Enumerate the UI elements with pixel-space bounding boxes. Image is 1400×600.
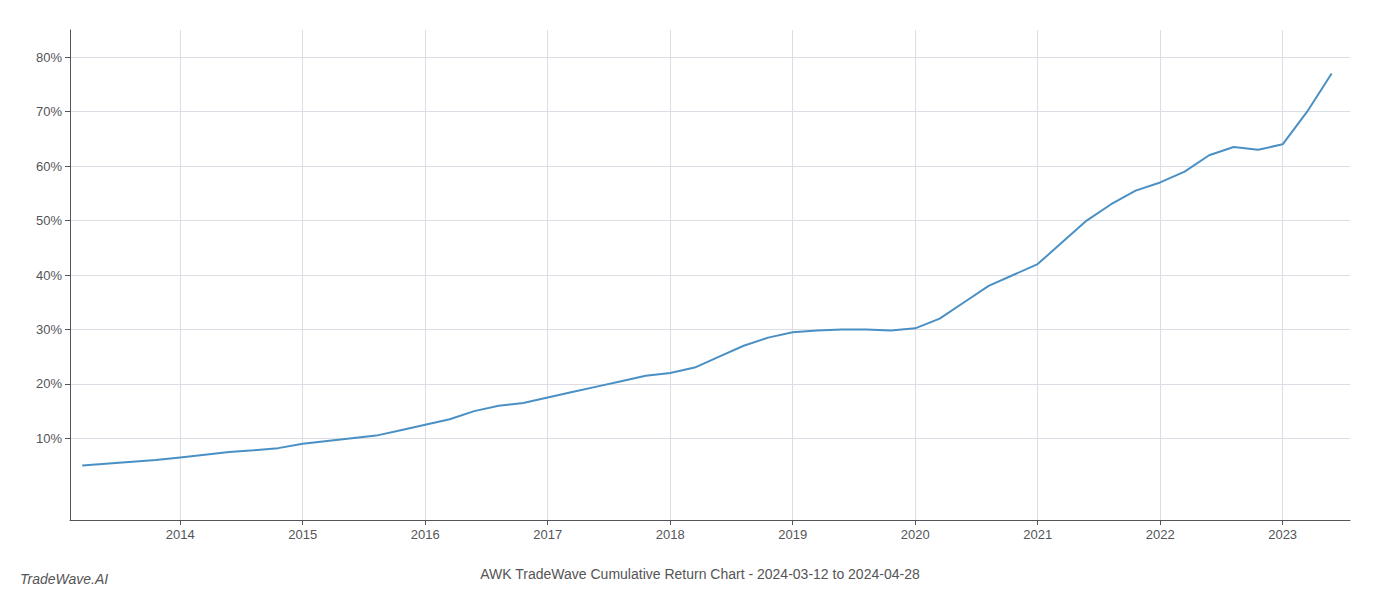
svg-text:2018: 2018 bbox=[656, 527, 685, 542]
svg-text:70%: 70% bbox=[36, 104, 62, 119]
svg-text:20%: 20% bbox=[36, 376, 62, 391]
svg-text:30%: 30% bbox=[36, 322, 62, 337]
svg-text:40%: 40% bbox=[36, 268, 62, 283]
svg-text:10%: 10% bbox=[36, 431, 62, 446]
svg-text:2016: 2016 bbox=[411, 527, 440, 542]
svg-text:2019: 2019 bbox=[778, 527, 807, 542]
svg-text:2022: 2022 bbox=[1146, 527, 1175, 542]
svg-text:2017: 2017 bbox=[533, 527, 562, 542]
svg-text:2021: 2021 bbox=[1023, 527, 1052, 542]
svg-text:80%: 80% bbox=[36, 50, 62, 65]
svg-text:2015: 2015 bbox=[288, 527, 317, 542]
svg-text:60%: 60% bbox=[36, 159, 62, 174]
svg-text:2023: 2023 bbox=[1268, 527, 1297, 542]
svg-text:50%: 50% bbox=[36, 213, 62, 228]
svg-text:TradeWave.AI: TradeWave.AI bbox=[20, 571, 108, 587]
svg-text:2014: 2014 bbox=[166, 527, 195, 542]
svg-text:AWK TradeWave Cumulative Retur: AWK TradeWave Cumulative Return Chart - … bbox=[480, 566, 920, 582]
svg-text:2020: 2020 bbox=[901, 527, 930, 542]
